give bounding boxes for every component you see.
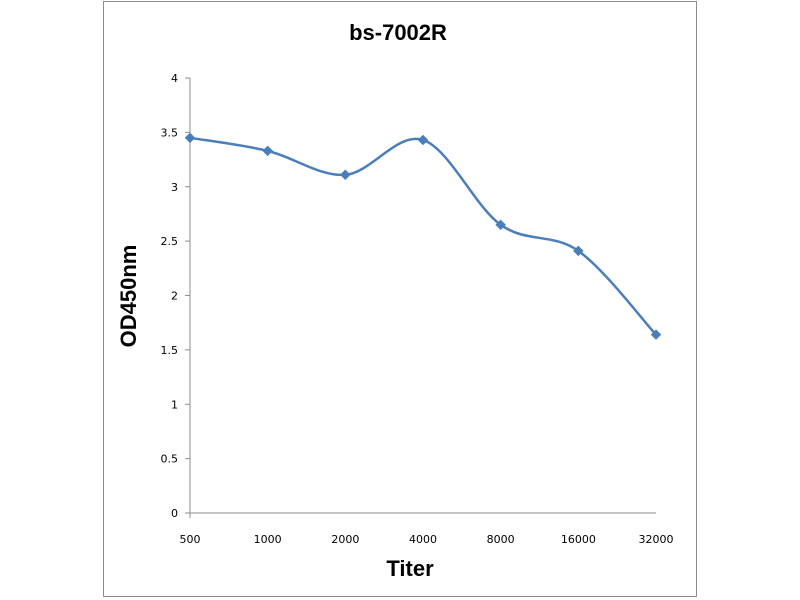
data-point-marker <box>184 132 196 144</box>
y-tick-label: 3 <box>171 181 178 194</box>
y-tick-label: 3.5 <box>161 126 179 139</box>
y-tick-label: 2 <box>171 290 178 303</box>
y-tick-label: 0.5 <box>161 453 179 466</box>
x-tick-label: 8000 <box>487 533 515 546</box>
data-point-marker <box>339 169 351 181</box>
x-tick-label: 2000 <box>331 533 359 546</box>
x-tick-label: 32000 <box>639 533 674 546</box>
x-tick-label: 1000 <box>254 533 282 546</box>
x-tick-label: 500 <box>180 533 201 546</box>
x-tick-labels: 500 1000 2000 4000 8000 16000 32000 <box>180 533 674 546</box>
data-point-marker <box>417 134 429 146</box>
x-tick-label: 16000 <box>561 533 596 546</box>
y-tick-label: 1.5 <box>161 344 179 357</box>
chart-title: bs-7002R <box>349 20 447 45</box>
y-tick-label: 4 <box>171 72 178 85</box>
series-group <box>184 132 662 341</box>
y-tick-labels: 0 0.5 1 1.5 2 2.5 3 3.5 4 <box>161 72 190 520</box>
x-tick-label: 4000 <box>409 533 437 546</box>
data-point-marker <box>650 329 662 341</box>
data-point-marker <box>572 245 584 257</box>
y-tick-label: 1 <box>171 398 178 411</box>
data-point-marker <box>495 219 507 231</box>
chart-frame <box>103 1 697 597</box>
y-tick-label: 0 <box>171 507 178 520</box>
series-line <box>189 136 657 336</box>
axes <box>185 78 656 518</box>
y-axis-title: OD450nm <box>116 245 141 348</box>
y-tick-label: 2.5 <box>161 235 179 248</box>
data-point-marker <box>262 145 274 157</box>
x-axis-title: Titer <box>386 556 434 581</box>
